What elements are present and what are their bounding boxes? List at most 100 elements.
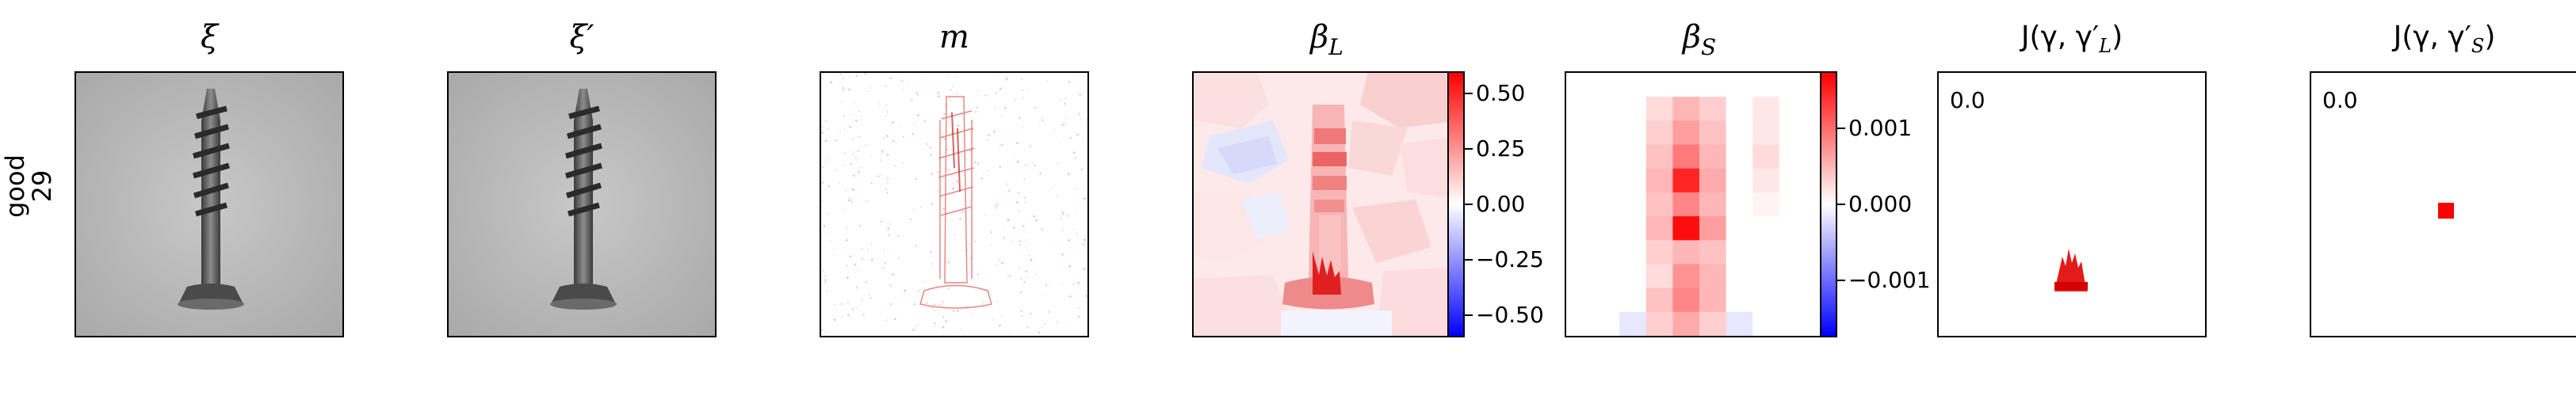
colorbar-beta-s-tickmark <box>1837 204 1845 205</box>
mask-noise-dot <box>954 238 956 240</box>
beta-s-cell <box>1699 144 1727 169</box>
beta-s-cell <box>1752 73 1780 97</box>
mask-noise-dot <box>1015 200 1019 204</box>
beta-s-cell <box>1672 240 1700 265</box>
beta-s-cell <box>1779 97 1806 121</box>
beta-s-cell <box>1779 192 1806 217</box>
mask-noise-dot <box>1019 244 1022 246</box>
mask-noise-dot <box>1082 193 1084 196</box>
mask-noise-dot <box>886 111 889 113</box>
mask-noise-dot <box>858 135 861 138</box>
beta-s-cell <box>1779 73 1806 97</box>
mask-noise-dot <box>1022 225 1025 227</box>
beta-s-cell <box>1752 144 1780 169</box>
colorbar-beta-l-tick-label: 0.25 <box>1476 135 1526 162</box>
screw-image-xi-prime <box>449 73 715 336</box>
mask-noise-dot <box>1061 253 1064 256</box>
beta-s-cell <box>1592 264 1620 289</box>
mask-noise-dot <box>1083 197 1086 200</box>
mask-noise-dot <box>858 170 860 173</box>
mask-noise-dot <box>1000 316 1003 318</box>
mask-noise-dot <box>913 303 915 306</box>
mask-noise-dot <box>976 106 978 109</box>
mask-noise-dot <box>1018 211 1020 213</box>
mask-noise-dot <box>841 315 843 318</box>
mask-noise-dot <box>827 128 829 130</box>
mask-noise-dot <box>923 74 926 76</box>
beta-s-cell <box>1619 120 1647 146</box>
mask-noise-dot <box>943 299 945 302</box>
beta-s-cell <box>1779 264 1806 289</box>
mask-noise-dot <box>827 157 829 159</box>
mask-noise-dot <box>1084 238 1086 242</box>
mask-noise-dot <box>1027 314 1029 315</box>
mask-noise-dot <box>953 310 955 313</box>
mask-noise-dot <box>1000 116 1003 118</box>
mask-noise-dot <box>1007 219 1009 222</box>
mask-noise-dot <box>955 180 958 183</box>
beta-s-cell <box>1752 120 1780 146</box>
mask-noise-dot <box>953 182 954 184</box>
mask-noise-dot <box>1073 73 1076 74</box>
mask-noise-dot <box>1041 119 1043 121</box>
mask-noise-dot <box>957 309 959 312</box>
mask-noise-dot <box>1019 240 1022 242</box>
mask-noise-dot <box>860 166 862 169</box>
beta-s-cell <box>1726 73 1753 97</box>
beta-s-cell <box>1779 287 1806 313</box>
mask-noise-dot <box>917 114 919 116</box>
mask-noise-dot <box>1074 157 1076 159</box>
mask-noise-dot <box>908 79 910 81</box>
mask-noise-dot <box>857 269 859 272</box>
mask-noise-dot <box>821 182 823 185</box>
mask-noise-dot <box>846 276 849 280</box>
beta-s-cell <box>1672 192 1700 217</box>
beta-s-cell <box>1645 216 1673 241</box>
mask-noise-dot <box>937 190 939 192</box>
mask-noise-dot <box>885 104 888 106</box>
mask-noise-dot <box>1041 228 1043 230</box>
mask-noise-dot <box>917 94 919 97</box>
mask-noise-dot <box>843 152 846 154</box>
screw-shape <box>550 89 617 310</box>
beta-s-cell <box>1619 144 1647 169</box>
mask-noise-dot <box>1007 189 1011 192</box>
colorbar-beta-l-tick-label: −0.25 <box>1476 246 1544 272</box>
beta-s-cell <box>1726 168 1753 193</box>
mask-noise-dot <box>966 158 968 161</box>
mask-noise-dot <box>1006 183 1007 185</box>
mask-noise-dot <box>977 162 980 165</box>
mask-noise-dot <box>1044 322 1046 325</box>
mask-noise-dot <box>882 136 885 139</box>
mask-noise-dot <box>1042 120 1045 122</box>
mask-noise-dot <box>946 262 949 265</box>
mask-noise-dot <box>988 134 990 136</box>
mask-noise-dot <box>1035 273 1037 276</box>
mask-noise-dot <box>849 197 851 200</box>
beta-s-cell <box>1672 97 1700 121</box>
mask-noise-dot <box>988 169 990 171</box>
mask-noise-dot <box>821 131 824 134</box>
mask-noise-dot <box>945 319 948 322</box>
beta-s-cell <box>1645 144 1673 169</box>
mask-noise-dot <box>1018 267 1020 269</box>
beta-s-cell <box>1619 264 1647 289</box>
mask-noise-dot <box>942 132 944 135</box>
beta-s-cell <box>1566 144 1594 169</box>
mask-noise-dot <box>898 257 900 259</box>
mask-noise-dot <box>1083 189 1085 191</box>
panel-m-mask <box>820 71 1089 337</box>
mask-noise-dot <box>1073 228 1075 230</box>
mask-noise-dot <box>889 223 892 225</box>
mask-noise-dot <box>1033 215 1035 218</box>
mask-noise-dot <box>942 301 944 303</box>
mask-noise-dot <box>950 89 953 91</box>
mask-noise-dot <box>901 79 904 82</box>
mask-noise-dot <box>827 213 830 215</box>
mask-noise-dot <box>886 153 889 156</box>
colorbar-beta-s <box>1820 71 1837 337</box>
mask-noise-dot <box>849 125 851 128</box>
beta-s-cell <box>1566 168 1594 193</box>
mask-noise-dot <box>1028 254 1030 256</box>
mask-noise-dot <box>986 139 988 141</box>
